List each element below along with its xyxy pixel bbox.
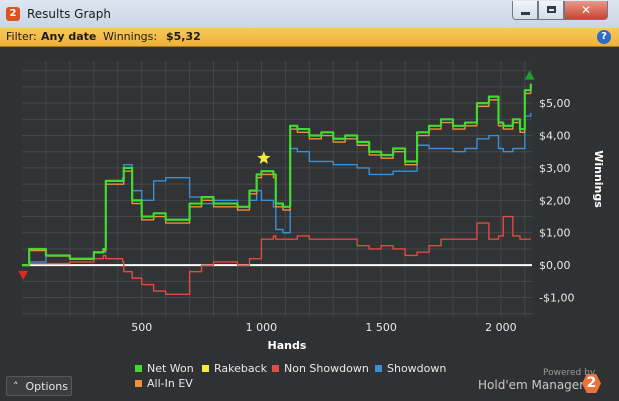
y-tick-label: $4,00 [539,130,571,143]
options-button[interactable]: ˄ Options [6,376,72,396]
legend-swatch [272,365,279,372]
winnings-label: Winnings: [103,30,158,43]
close-icon: ✕ [580,3,592,17]
powered-by-label: Powered by [543,368,596,378]
y-axis-title: Winnings [592,150,605,208]
legend-swatch [135,380,142,387]
help-icon[interactable]: ? [597,30,611,44]
minimize-button[interactable] [512,1,538,20]
triangle-up-marker-icon [524,70,535,80]
x-tick-label: 1 000 [246,321,278,334]
plot-background [22,61,532,317]
x-tick-label: 2 000 [485,321,517,334]
options-label: Options [25,380,68,393]
series-line-all-in-ev [22,86,532,266]
app-logo-icon: 2 [6,7,20,21]
x-axis-title: Hands [268,339,307,352]
y-tick-label: $1,00 [539,227,571,240]
legend-swatch [135,365,142,372]
x-tick-label: 1 500 [365,321,397,334]
legend-all-in-ev[interactable]: All-In EV [135,377,193,390]
x-tick-label: 500 [131,321,152,334]
legend-swatch [202,365,209,372]
window-title: Results Graph [27,7,111,21]
legend-non-showdown[interactable]: Non Showdown [272,362,369,375]
y-tick-label: -$1,00 [539,292,574,305]
legend-showdown[interactable]: Showdown [375,362,446,375]
results-chart: -$1,00 $0,00 $1,00 $2,00 $3,00 $4,00 $5,00 500 1… [18,61,605,352]
triangle-down-marker-icon [18,270,29,280]
y-tick-label: $3,00 [539,162,571,175]
brand-name: Hold'em Manager [478,378,585,392]
filter-label: Filter: [6,30,37,43]
minimize-icon [521,12,530,15]
star-marker-icon [257,151,271,164]
maximize-button[interactable] [538,1,564,20]
filter-bar: Filter: Any date Winnings: $5,32 ? [0,28,619,47]
footer: Net Won Rakeback Non Showdown Showdown A… [0,355,619,401]
chevron-up-icon: ˄ [13,380,19,393]
legend-swatch [375,365,382,372]
y-tick-label: $5,00 [539,97,571,110]
legend-net-won[interactable]: Net Won [135,362,194,375]
filter-value[interactable]: Any date [41,30,97,43]
maximize-icon [547,6,556,13]
legend-rakeback[interactable]: Rakeback [202,362,267,375]
title-bar[interactable]: 2 Results Graph ✕ [0,0,619,29]
brand-logo-icon: 2 [582,374,601,393]
series-line-net-won [22,83,532,267]
y-tick-label: $2,00 [539,194,571,207]
close-button[interactable]: ✕ [564,1,608,20]
winnings-value: $5,32 [166,30,201,43]
y-tick-label: $0,00 [539,259,571,272]
series-line-non-showdown [22,215,531,296]
